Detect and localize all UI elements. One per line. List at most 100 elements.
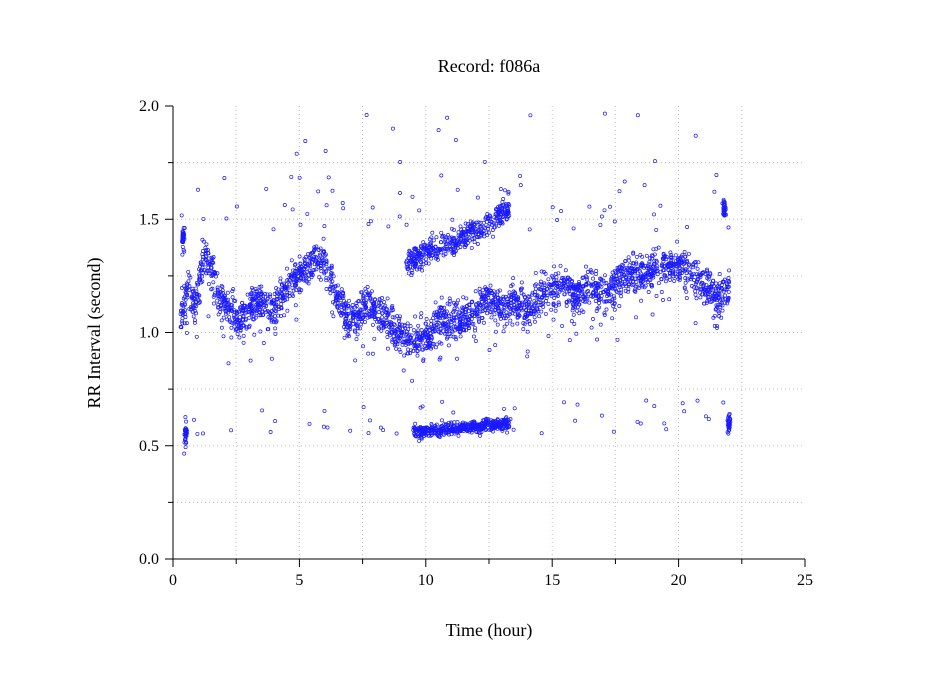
data-point [491, 289, 496, 294]
data-point [369, 289, 374, 294]
data-point [696, 260, 701, 265]
data-point [324, 278, 329, 283]
chart-title: Record: f086a [438, 56, 540, 76]
data-point [344, 306, 349, 311]
data-point [552, 264, 557, 269]
data-point [631, 251, 636, 256]
data-point [346, 303, 351, 308]
data-point [702, 287, 707, 292]
data-point [372, 336, 377, 341]
data-point [496, 300, 501, 305]
data-point [418, 251, 423, 256]
data-point [597, 301, 601, 305]
data-point [229, 308, 234, 313]
data-point [444, 235, 449, 240]
data-point [551, 282, 556, 287]
data-point [682, 285, 687, 290]
data-point [292, 273, 297, 278]
data-point [422, 246, 426, 251]
data-point [495, 322, 500, 327]
data-point [452, 318, 457, 323]
data-point [424, 425, 429, 430]
data-point [473, 311, 478, 316]
data-point [446, 343, 451, 348]
data-point [361, 294, 366, 298]
data-point [413, 314, 418, 319]
data-point [414, 337, 419, 342]
data-point [423, 251, 428, 256]
data-point [463, 230, 468, 235]
data-point [542, 270, 546, 274]
data-point [506, 301, 511, 306]
data-point [469, 308, 474, 313]
data-point [598, 322, 603, 327]
data-point [424, 257, 428, 262]
data-point [216, 305, 221, 309]
data-point [312, 245, 317, 250]
data-point [439, 430, 444, 435]
data-point [393, 342, 398, 347]
data-point [588, 267, 593, 272]
data-point [466, 320, 471, 325]
data-point [515, 315, 520, 320]
data-point [434, 318, 439, 323]
data-point [242, 303, 246, 308]
data-point [312, 258, 317, 263]
data-point [483, 287, 488, 292]
data-point [611, 429, 616, 434]
data-point [386, 224, 391, 229]
data-point [285, 308, 290, 313]
data-point [627, 263, 632, 268]
data-point [420, 404, 425, 409]
data-point [351, 321, 356, 326]
data-point [241, 305, 245, 310]
data-point [216, 294, 221, 299]
data-point [714, 288, 719, 293]
data-point [308, 256, 313, 260]
data-point [493, 329, 498, 334]
data-point [409, 268, 414, 273]
data-point [421, 331, 426, 336]
data-point [722, 287, 727, 292]
data-point [461, 295, 466, 300]
data-point [717, 310, 722, 315]
data-point [480, 296, 485, 300]
data-point [410, 270, 415, 275]
data-point [417, 208, 422, 213]
data-point [484, 300, 489, 305]
data-point [638, 262, 643, 267]
data-point [181, 235, 186, 240]
data-point [443, 242, 448, 247]
data-point [406, 339, 411, 344]
data-point [506, 191, 511, 196]
data-point [605, 292, 610, 297]
data-point [446, 427, 451, 432]
data-point [672, 279, 677, 283]
data-point [316, 189, 321, 194]
data-point [649, 284, 654, 289]
data-point [191, 292, 196, 297]
data-point [180, 319, 184, 324]
data-point [528, 322, 533, 327]
data-point [560, 275, 564, 280]
data-point [540, 302, 545, 307]
data-point [258, 305, 263, 310]
data-point [380, 315, 385, 320]
data-point [464, 328, 469, 333]
data-point [274, 320, 278, 325]
data-point [555, 284, 560, 289]
data-point [413, 263, 418, 268]
data-point [584, 275, 589, 280]
data-point [611, 294, 616, 299]
data-point [264, 301, 269, 306]
data-point [611, 304, 616, 309]
data-point [674, 264, 679, 269]
data-point [680, 260, 684, 264]
data-point [404, 339, 409, 344]
data-point [505, 421, 510, 425]
data-point [453, 138, 458, 143]
data-point [609, 281, 614, 286]
data-point [727, 268, 732, 273]
y-tick-label: 0.5 [139, 438, 159, 455]
data-point [519, 280, 524, 285]
